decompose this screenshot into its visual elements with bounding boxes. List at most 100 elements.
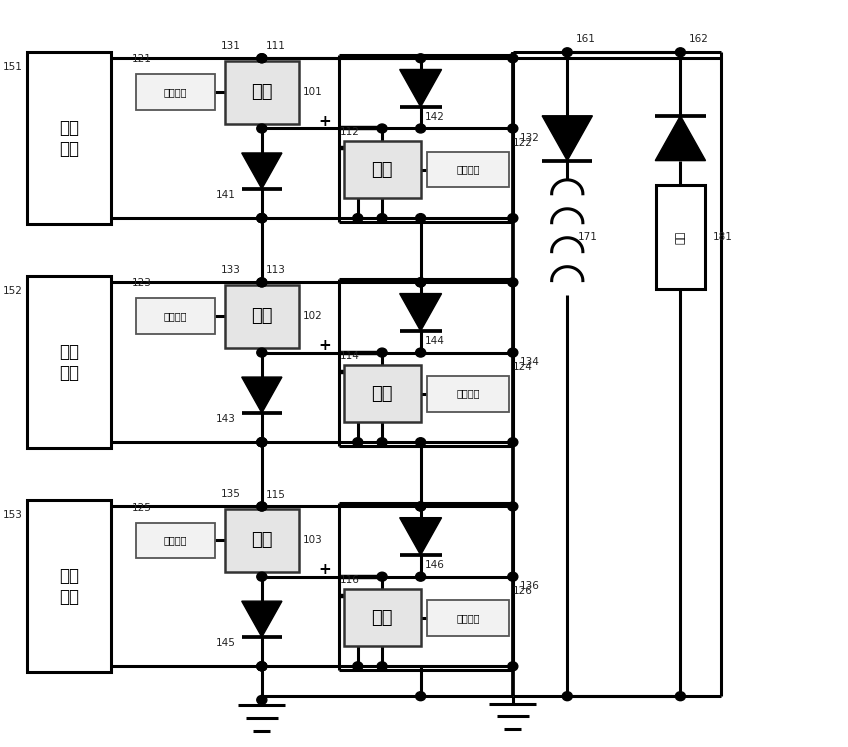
Circle shape <box>377 214 387 223</box>
Circle shape <box>416 214 426 223</box>
Text: 151: 151 <box>3 62 23 72</box>
Text: 153: 153 <box>3 510 23 521</box>
Circle shape <box>416 692 426 701</box>
Text: 开关驱动: 开关驱动 <box>164 87 187 97</box>
Circle shape <box>508 438 518 447</box>
FancyBboxPatch shape <box>343 141 421 198</box>
Circle shape <box>377 348 387 357</box>
Circle shape <box>257 214 267 223</box>
Text: 141: 141 <box>215 190 236 199</box>
FancyBboxPatch shape <box>427 152 509 187</box>
Text: 111: 111 <box>266 41 286 52</box>
Circle shape <box>353 214 363 223</box>
Circle shape <box>416 348 426 357</box>
Circle shape <box>257 278 267 287</box>
FancyBboxPatch shape <box>427 376 509 412</box>
Text: 103: 103 <box>303 536 322 545</box>
Circle shape <box>562 48 572 57</box>
FancyBboxPatch shape <box>27 500 110 672</box>
Text: 143: 143 <box>215 414 236 424</box>
Circle shape <box>377 572 387 581</box>
Circle shape <box>508 348 518 357</box>
FancyBboxPatch shape <box>27 52 110 224</box>
Text: 181: 181 <box>713 232 733 242</box>
Polygon shape <box>656 116 706 161</box>
FancyBboxPatch shape <box>225 509 299 572</box>
FancyBboxPatch shape <box>656 185 705 289</box>
Circle shape <box>508 54 518 63</box>
Circle shape <box>353 662 363 671</box>
Text: 102: 102 <box>303 311 322 321</box>
Circle shape <box>416 278 426 287</box>
FancyBboxPatch shape <box>343 589 421 646</box>
Circle shape <box>508 214 518 223</box>
Circle shape <box>508 502 518 511</box>
Text: 负载: 负载 <box>675 231 685 244</box>
Text: 开关驱动: 开关驱动 <box>456 164 480 175</box>
Circle shape <box>257 662 267 671</box>
Text: 124: 124 <box>513 362 533 372</box>
Circle shape <box>257 662 267 671</box>
Circle shape <box>257 54 267 63</box>
Circle shape <box>257 695 267 704</box>
Text: 开关驱动: 开关驱动 <box>456 388 480 399</box>
Circle shape <box>508 124 518 133</box>
Text: +: + <box>319 114 332 128</box>
Text: 136: 136 <box>520 581 539 592</box>
Circle shape <box>377 662 387 671</box>
Circle shape <box>257 214 267 223</box>
Polygon shape <box>242 601 282 637</box>
Circle shape <box>416 438 426 447</box>
Polygon shape <box>399 294 442 331</box>
Text: 112: 112 <box>339 127 360 137</box>
Polygon shape <box>242 153 282 189</box>
Circle shape <box>257 502 267 511</box>
Text: 162: 162 <box>689 34 709 44</box>
FancyBboxPatch shape <box>225 285 299 348</box>
Text: 114: 114 <box>339 351 360 362</box>
Circle shape <box>257 348 267 357</box>
Circle shape <box>416 502 426 511</box>
Circle shape <box>508 278 518 287</box>
Circle shape <box>377 124 387 133</box>
Text: 开关驱动: 开关驱动 <box>456 613 480 623</box>
Polygon shape <box>399 69 442 107</box>
FancyBboxPatch shape <box>225 61 299 124</box>
Text: 122: 122 <box>513 137 533 148</box>
Circle shape <box>416 54 426 63</box>
Circle shape <box>257 438 267 447</box>
Text: 123: 123 <box>131 279 152 288</box>
Text: 开关: 开关 <box>371 609 393 627</box>
Text: +: + <box>319 562 332 577</box>
Text: 113: 113 <box>266 265 286 276</box>
Text: 115: 115 <box>266 489 286 500</box>
Text: 171: 171 <box>577 232 597 242</box>
Text: +: + <box>319 338 332 353</box>
Circle shape <box>416 278 426 287</box>
FancyBboxPatch shape <box>136 298 215 335</box>
Text: 125: 125 <box>131 503 152 512</box>
Text: 121: 121 <box>131 55 152 64</box>
Circle shape <box>416 124 426 133</box>
Text: 充电
单元: 充电 单元 <box>59 343 79 382</box>
Text: 开关驱动: 开关驱动 <box>164 311 187 321</box>
Text: 充电
单元: 充电 单元 <box>59 567 79 606</box>
FancyBboxPatch shape <box>27 276 110 448</box>
Text: 126: 126 <box>513 586 533 596</box>
Circle shape <box>675 692 685 701</box>
Circle shape <box>377 438 387 447</box>
FancyBboxPatch shape <box>136 523 215 559</box>
Text: 开关: 开关 <box>251 307 272 326</box>
Circle shape <box>675 48 685 57</box>
Circle shape <box>257 502 267 511</box>
Polygon shape <box>542 116 593 161</box>
Circle shape <box>353 438 363 447</box>
Circle shape <box>257 214 267 223</box>
Text: 开关: 开关 <box>251 531 272 550</box>
Circle shape <box>257 438 267 447</box>
Polygon shape <box>399 518 442 555</box>
Text: 充电
单元: 充电 单元 <box>59 119 79 158</box>
Text: 146: 146 <box>425 560 444 570</box>
Text: 132: 132 <box>520 133 539 143</box>
Text: 134: 134 <box>520 357 539 368</box>
